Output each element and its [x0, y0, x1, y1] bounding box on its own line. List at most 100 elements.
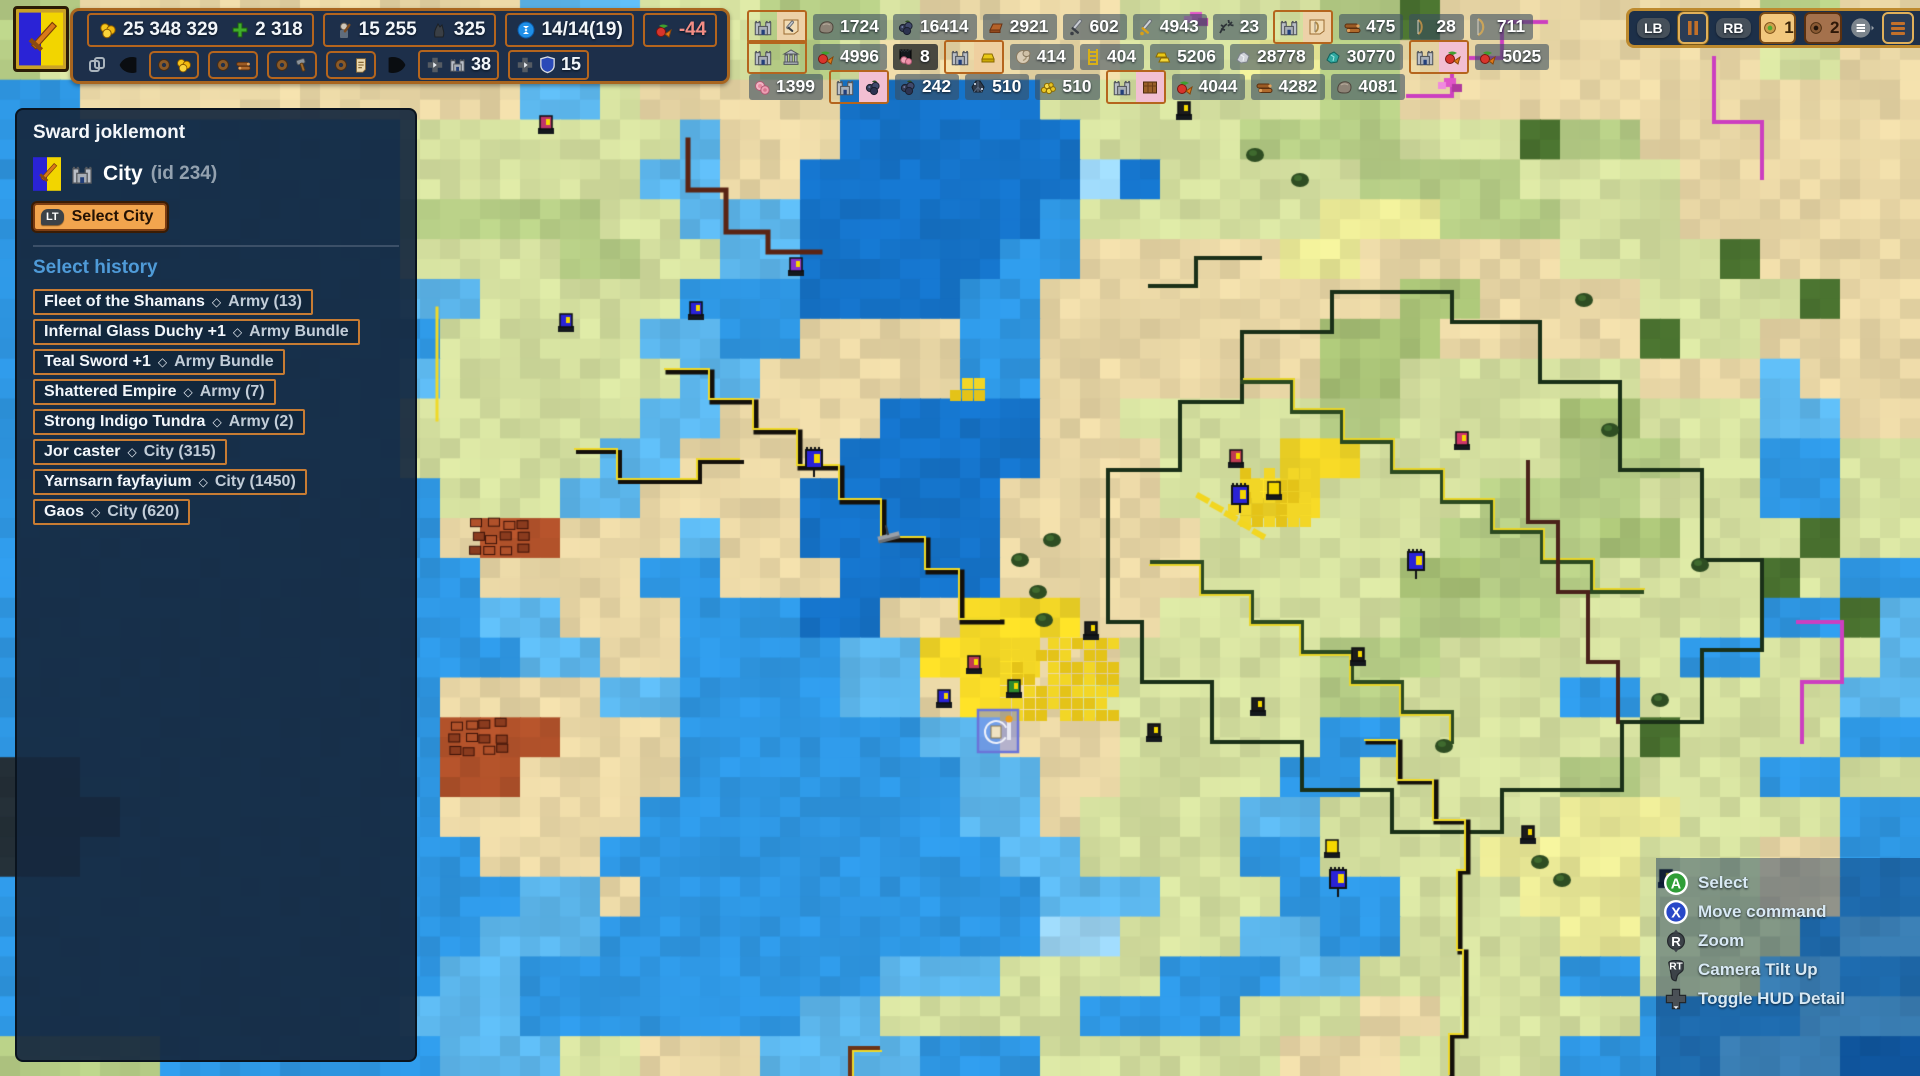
meat-icon — [752, 77, 772, 97]
resource-chip[interactable]: 28 — [1409, 13, 1464, 40]
player-flag[interactable] — [13, 6, 69, 72]
city-production-pair[interactable] — [1273, 9, 1334, 44]
resource-chip[interactable]: 4044 — [1171, 73, 1246, 100]
menu-hint-icon — [1850, 16, 1875, 40]
blob-right-icon[interactable] — [385, 53, 409, 77]
territory-row-1: 1724 16414 2921 602 4943 23 475 28 711 — [747, 9, 1534, 44]
city-production-pair[interactable] — [747, 39, 807, 74]
counter-chip[interactable]: 38 — [418, 49, 500, 80]
resource-chip[interactable]: 242 — [894, 73, 960, 100]
diamond-icon: ◇ — [157, 355, 168, 369]
city-production-pair[interactable] — [828, 69, 889, 104]
dark-berries-icon — [858, 71, 887, 102]
crate-icon — [1135, 71, 1164, 102]
resource-chip[interactable]: 30770 — [1319, 43, 1404, 70]
history-item-kind: Army (7) — [199, 383, 265, 400]
resource-group[interactable]: 15 255 325 — [322, 12, 497, 47]
history-item[interactable]: Fleet of the Shamans ◇ Army (13) — [33, 289, 313, 315]
city-production-pair[interactable] — [1105, 69, 1166, 104]
resource-chip-value: 4943 — [1159, 16, 1199, 36]
resource-chip[interactable]: 4943 — [1132, 13, 1207, 40]
resource-stat: 2 318 — [230, 19, 303, 41]
resource-value: 14/14(19) — [541, 18, 623, 40]
history-item[interactable]: Jor caster ◇ City (315) — [33, 439, 227, 465]
dpad-right-icon[interactable] — [516, 56, 534, 74]
history-item-kind: City (315) — [143, 443, 216, 460]
worker-icon — [334, 20, 354, 40]
production-slot[interactable] — [267, 50, 317, 79]
resource-chip[interactable]: 602 — [1062, 13, 1127, 40]
history-item[interactable]: Strong Indigo Tundra ◇ Army (2) — [33, 409, 305, 435]
resource-chip[interactable]: 1724 — [813, 13, 887, 40]
history-heading: Select history — [33, 257, 158, 278]
city-production-pair[interactable] — [943, 39, 1004, 74]
coins-icon — [175, 56, 193, 74]
resource-chip[interactable]: 1399 — [749, 73, 823, 100]
controller-hints: A Select X Move command R Zoom RT Camera Tilt U… — [1664, 870, 1845, 1012]
entity-flag-icon — [33, 157, 61, 191]
select-city-button[interactable]: LT Select City — [33, 203, 168, 231]
counter-chip[interactable]: 15 — [508, 49, 590, 80]
menu-button[interactable] — [1882, 12, 1914, 44]
resource-group[interactable]: 25 348 329 2 318 — [87, 12, 314, 47]
resource-group[interactable]: -44 — [642, 12, 718, 47]
svg-text:RT: RT — [1669, 961, 1683, 972]
bow-icon — [1412, 17, 1432, 37]
pause-button[interactable] — [1677, 12, 1709, 44]
hint-row: A Select — [1664, 870, 1845, 896]
history-item-name: Infernal Glass Duchy +1 — [44, 323, 226, 340]
resource-chip[interactable]: 475 — [1339, 13, 1404, 40]
diamond-icon: ◇ — [127, 445, 137, 459]
scroll-icon — [352, 56, 370, 74]
history-item-kind: Army Bundle — [174, 353, 274, 370]
resource-chip[interactable]: 510 — [965, 73, 1030, 100]
production-slot[interactable] — [208, 50, 258, 79]
sword-icon — [1066, 17, 1086, 37]
history-item[interactable]: Gaos ◇ City (620) — [33, 499, 191, 525]
resource-chip[interactable]: 510 — [1035, 73, 1100, 100]
blob-left-icon[interactable] — [116, 53, 140, 77]
food-icon — [654, 20, 674, 40]
speed-2-button[interactable]: 2 — [1804, 12, 1843, 44]
castle-icon — [1411, 42, 1439, 72]
resource-chip-value: 711 — [1496, 16, 1526, 36]
resource-chip[interactable]: 2921 — [982, 13, 1057, 40]
speed-1-button[interactable]: 1 — [1758, 12, 1797, 44]
history-item-name: Teal Sword +1 — [44, 353, 151, 370]
history-item[interactable]: Infernal Glass Duchy +1 ◇ Army Bundle — [33, 319, 360, 345]
history-item-name: Gaos — [44, 503, 85, 520]
resource-chip[interactable]: 4081 — [1331, 73, 1406, 100]
castle-icon — [749, 12, 777, 42]
resource-stat: 14/14(19) — [516, 18, 623, 41]
history-item[interactable]: Teal Sword +1 ◇ Army Bundle — [33, 349, 285, 375]
resource-chip-value: 4081 — [1358, 76, 1398, 96]
resource-group[interactable]: 14/14(19) — [505, 12, 634, 47]
history-item[interactable]: Shattered Empire ◇ Army (7) — [33, 379, 276, 405]
production-slot[interactable] — [326, 50, 376, 79]
resource-chip[interactable]: 414 — [1009, 43, 1074, 70]
resource-chip[interactable]: 23 — [1212, 13, 1268, 40]
resource-chip[interactable]: 711 — [1469, 13, 1534, 40]
resource-chip-value: 1724 — [840, 16, 879, 36]
resource-chip[interactable]: 28778 — [1230, 43, 1314, 70]
resource-chip[interactable]: 16414 — [892, 13, 977, 40]
castle-icon — [448, 55, 467, 74]
resource-chip[interactable]: 404 — [1079, 43, 1145, 70]
resource-chip-value: 28 — [1436, 16, 1456, 36]
crystal-icon — [968, 77, 988, 97]
copy-icon[interactable] — [87, 55, 107, 75]
resource-chip[interactable]: 5025 — [1475, 43, 1550, 70]
goldbar-icon — [973, 41, 1002, 72]
resource-chip[interactable]: 5206 — [1150, 43, 1225, 70]
city-production-pair[interactable] — [1409, 39, 1470, 74]
resource-chip[interactable]: 4282 — [1251, 73, 1326, 100]
history-item-kind: City (620) — [107, 503, 180, 520]
resource-chip[interactable]: 8 — [892, 43, 938, 70]
dpad-left-icon[interactable] — [426, 56, 444, 74]
speed-2-label: 2 — [1830, 18, 1840, 37]
resource-chip[interactable]: 4996 — [813, 43, 887, 70]
production-slot[interactable] — [149, 50, 199, 79]
hint-label: Camera Tilt Up — [1698, 960, 1818, 979]
city-production-pair[interactable] — [747, 9, 807, 44]
history-item[interactable]: Yarnsarn fayfayium ◇ City (1450) — [33, 469, 307, 495]
